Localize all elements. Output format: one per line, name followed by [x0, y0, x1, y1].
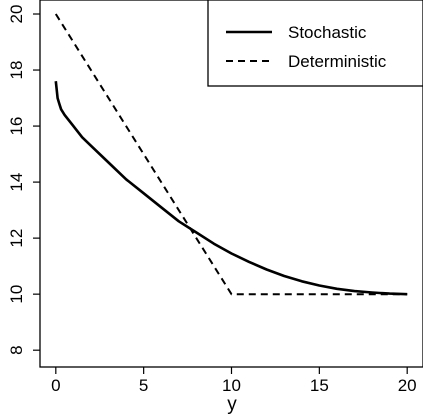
- x-tick-label: 15: [310, 376, 329, 395]
- series-layer: [54, 13, 408, 296]
- legend-label-deterministic: Deterministic: [288, 52, 387, 71]
- y-tick-label: 8: [7, 345, 26, 354]
- y-tick-label: 12: [7, 229, 26, 248]
- y-tick-label: 10: [7, 285, 26, 304]
- x-axis-label: y: [227, 394, 237, 414]
- x-tick-label: 5: [139, 376, 148, 395]
- x-tick-label: 10: [222, 376, 241, 395]
- y-tick-label: 14: [7, 173, 26, 192]
- x-axis: 0 5 10 15 20: [51, 367, 417, 395]
- legend: Stochastic Deterministic: [207, 0, 423, 87]
- y-axis: 8 10 12 14 16 18 20: [7, 5, 40, 355]
- series-line-stochastic: [54, 81, 408, 296]
- y-tick-label: 20: [7, 5, 26, 24]
- x-tick-label: 0: [51, 376, 60, 395]
- legend-label-stochastic: Stochastic: [288, 23, 367, 42]
- legend-box: [207, 0, 423, 87]
- y-tick-label: 16: [7, 117, 26, 136]
- x-tick-label: 20: [398, 376, 417, 395]
- series-line-deterministic: [54, 13, 408, 296]
- y-tick-label: 18: [7, 61, 26, 80]
